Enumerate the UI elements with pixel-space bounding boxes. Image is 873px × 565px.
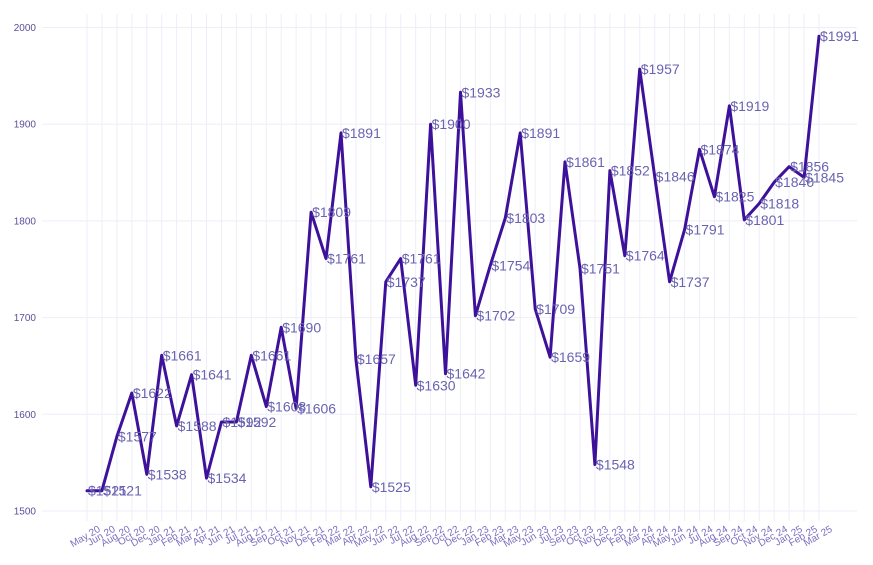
data-label: $1761 — [402, 251, 441, 267]
data-label: $1622 — [133, 385, 172, 401]
data-label: $1856 — [790, 159, 829, 175]
grid — [42, 14, 857, 521]
data-label: $1592 — [222, 414, 261, 430]
y-tick-label: 1600 — [14, 410, 37, 421]
data-label: $1702 — [476, 308, 515, 324]
data-label: $1592 — [237, 414, 276, 430]
data-label: $1642 — [447, 366, 486, 382]
data-label: $1534 — [208, 470, 247, 486]
data-label: $1840 — [775, 174, 814, 190]
data-label: $1852 — [611, 163, 650, 179]
data-label: $1891 — [342, 125, 381, 141]
data-label: $1606 — [297, 400, 336, 416]
data-label: $1933 — [461, 84, 500, 100]
data-label: $1754 — [491, 257, 530, 273]
data-label: $1891 — [521, 125, 560, 141]
data-label: $1846 — [656, 168, 695, 184]
data-label: $1900 — [432, 116, 471, 132]
data-label: $1845 — [805, 169, 844, 185]
data-label: $1661 — [252, 347, 291, 363]
y-tick-label: 2000 — [14, 23, 37, 34]
y-tick-label: 1700 — [14, 313, 37, 324]
data-label: $1861 — [566, 154, 605, 170]
data-label: $1919 — [730, 98, 769, 114]
data-label: $1751 — [581, 260, 620, 276]
data-label: $1641 — [193, 367, 232, 383]
data-label: $1818 — [760, 195, 799, 211]
data-labels: $1521$1521 $1577 $1622 $1538 $1661 $1588 $1641… — [88, 28, 859, 498]
data-label: $1874 — [700, 141, 739, 157]
data-label: $1764 — [626, 248, 665, 264]
y-tick-label: 1500 — [14, 507, 37, 518]
data-label: $1521 — [88, 483, 127, 499]
data-label: $1690 — [282, 319, 321, 335]
data-label: $1825 — [715, 189, 754, 205]
data-label: $1737 — [671, 274, 710, 290]
data-label: $1608 — [267, 399, 306, 415]
data-label: $1548 — [596, 457, 635, 473]
data-label: $1630 — [417, 377, 456, 393]
data-label: $1588 — [178, 418, 217, 434]
data-label: $1991 — [820, 28, 859, 44]
data-label: $1521 — [103, 483, 142, 499]
y-tick-label: 1800 — [14, 216, 37, 227]
data-label: $1803 — [506, 210, 545, 226]
data-label: $1659 — [551, 349, 590, 365]
data-label: $1809 — [312, 204, 351, 220]
data-label: $1957 — [641, 61, 680, 77]
data-label: $1761 — [327, 251, 366, 267]
y-axis: 1500 1600 1700 1800 1900 2000 — [14, 23, 37, 518]
data-label: $1657 — [357, 351, 396, 367]
y-tick-label: 1900 — [14, 120, 37, 131]
data-label: $1525 — [372, 479, 411, 495]
data-label: $1661 — [163, 347, 202, 363]
data-label: $1709 — [536, 301, 575, 317]
data-label: $1791 — [686, 222, 725, 238]
series-line — [85, 34, 821, 493]
data-label: $1577 — [118, 429, 157, 445]
data-label: $1737 — [387, 274, 426, 290]
data-label: $1538 — [148, 466, 187, 482]
data-label: $1801 — [745, 212, 784, 228]
